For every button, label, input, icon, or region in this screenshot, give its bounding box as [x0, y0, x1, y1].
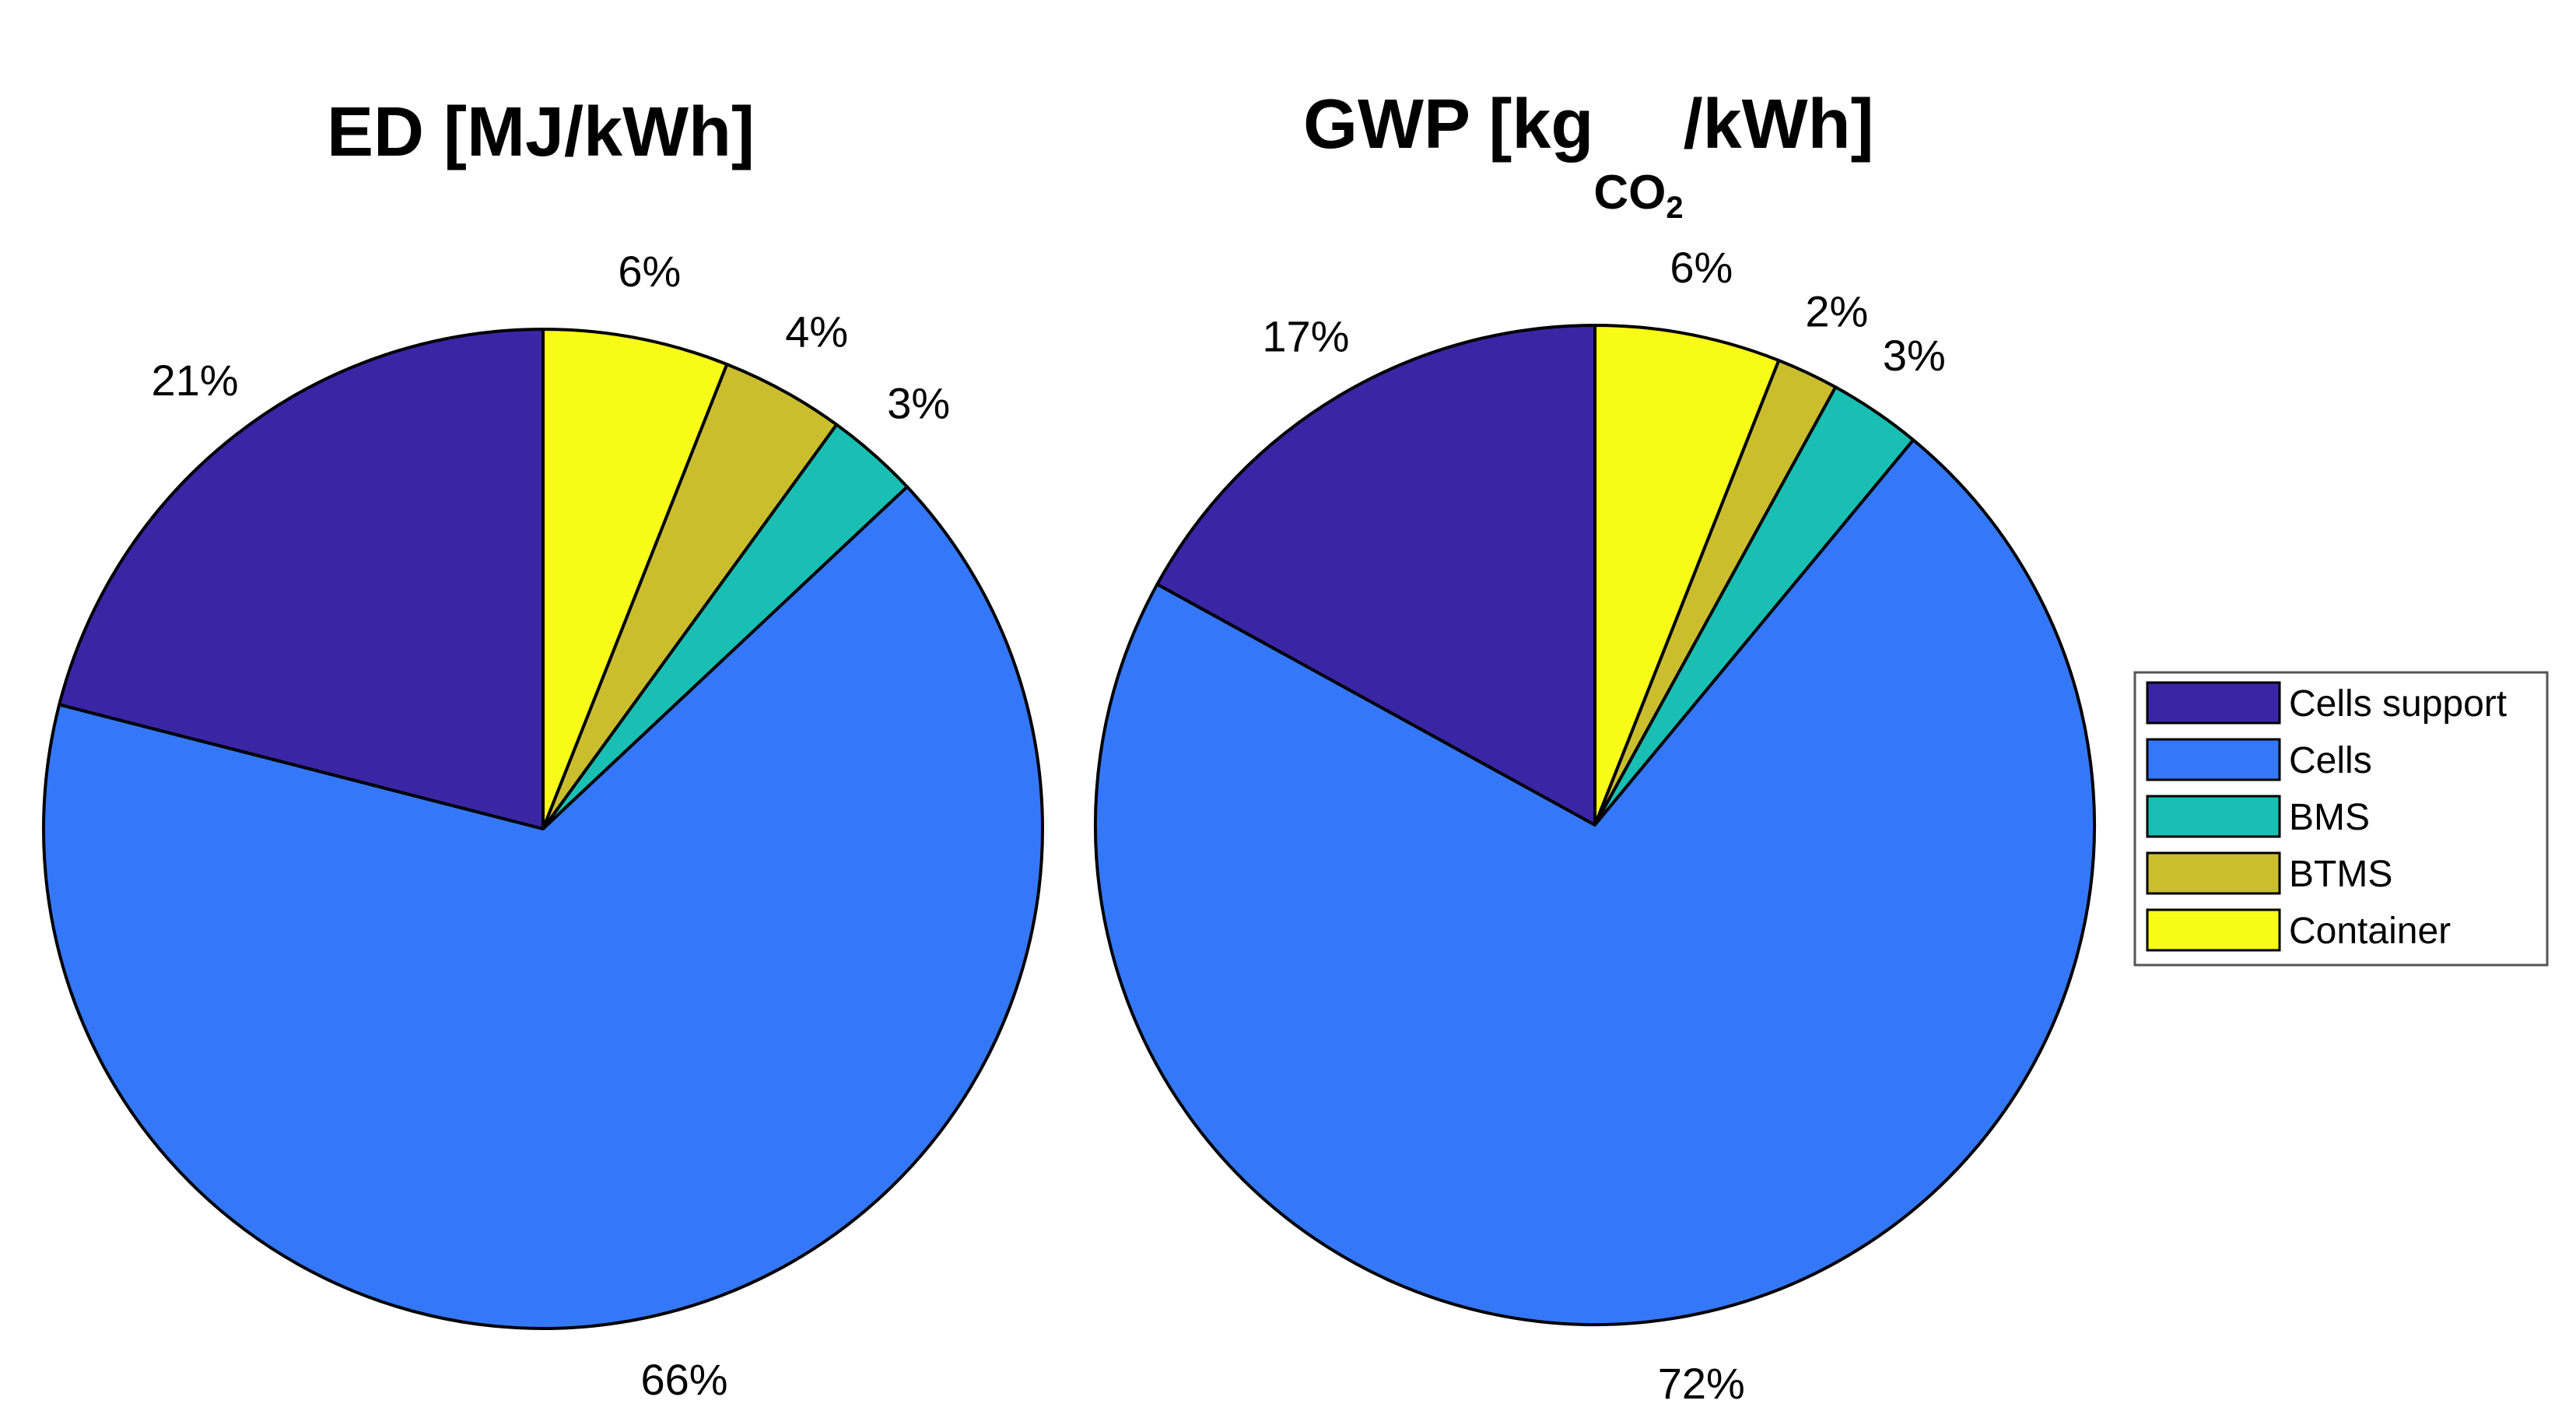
- chart-title-gwp-pre: GWP [kg: [1303, 86, 1593, 163]
- pie-label-cells: 72%: [1658, 1359, 1745, 1408]
- pie-label-btms: 4%: [785, 307, 848, 356]
- legend-swatch-cells: [2146, 738, 2281, 781]
- pie-label-cells-support: 17%: [1262, 312, 1349, 361]
- pie-slice-cells: [1094, 438, 2096, 1326]
- pie-label-container: 6%: [1670, 243, 1733, 292]
- pie-label-bms: 3%: [1883, 331, 1946, 380]
- legend: Cells support Cells BMS BTMS Container: [2133, 671, 2549, 967]
- pie-slice-container: [1593, 324, 1781, 827]
- chart-title-ed: ED [MJ/kWh]: [327, 93, 755, 171]
- pie-label-cells: 66%: [640, 1355, 727, 1404]
- legend-swatch-cells-support: [2146, 681, 2281, 725]
- legend-label-bms: BMS: [2289, 797, 2370, 838]
- legend-swatch-container: [2146, 908, 2281, 952]
- chart-title-gwp-post: /kWh]: [1684, 86, 1874, 163]
- legend-label-container: Container: [2289, 911, 2451, 952]
- chart-title-gwp: GWP [kgCO2/kWh]: [1303, 86, 1874, 225]
- pie-label-container: 6%: [618, 247, 681, 296]
- pie-label-btms: 2%: [1805, 286, 1868, 335]
- chart-title-gwp-sub: CO: [1593, 166, 1666, 219]
- legend-label-cells: Cells: [2289, 740, 2372, 781]
- pie-chart-ed: 6% 4% 3% 66% 21%: [42, 247, 1044, 1404]
- legend-label-btms: BTMS: [2289, 854, 2392, 895]
- pie-slice-cells-support: [1155, 324, 1596, 827]
- pie-label-cells-support: 21%: [152, 356, 239, 405]
- legend-swatch-btms: [2146, 851, 2281, 895]
- legend-swatch-bms: [2146, 795, 2281, 838]
- pie-slice-cells: [42, 485, 1044, 1330]
- pie-label-bms: 3%: [887, 378, 950, 427]
- pie-slice-container: [541, 328, 729, 830]
- chart-title-gwp-subsub: 2: [1666, 191, 1683, 225]
- legend-label-cells-support: Cells support: [2289, 683, 2507, 725]
- pie-slice-cells-support: [58, 328, 545, 830]
- pie-chart-gwp: 6% 2% 3% 72% 17%: [1094, 243, 2096, 1408]
